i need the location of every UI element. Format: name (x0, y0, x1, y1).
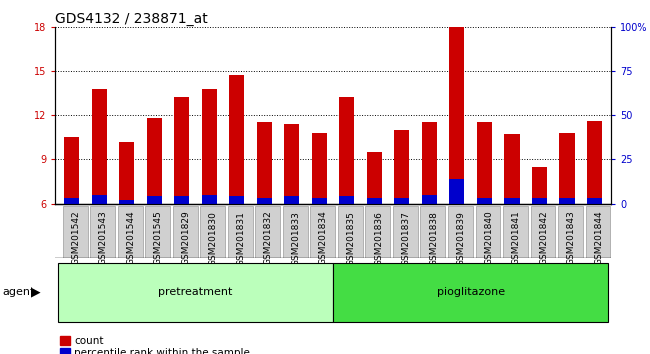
FancyBboxPatch shape (255, 206, 280, 258)
Bar (147, 118, 162, 204)
Bar (174, 97, 189, 204)
Bar (449, 27, 465, 204)
Bar (284, 196, 300, 204)
FancyBboxPatch shape (146, 206, 170, 258)
Text: GSM201830: GSM201830 (209, 211, 218, 266)
Bar (449, 179, 465, 204)
Text: GSM201829: GSM201829 (181, 211, 190, 266)
Bar (477, 122, 492, 204)
Bar (257, 198, 272, 204)
Text: GSM201831: GSM201831 (237, 211, 246, 266)
Text: GSM201834: GSM201834 (319, 211, 328, 266)
FancyBboxPatch shape (530, 206, 555, 258)
Bar (560, 133, 575, 204)
Bar (174, 196, 189, 204)
Text: GSM201842: GSM201842 (539, 211, 548, 265)
Bar (339, 97, 354, 204)
Bar (92, 195, 107, 204)
FancyBboxPatch shape (63, 206, 88, 258)
Bar (504, 134, 519, 204)
Text: GSM201839: GSM201839 (456, 211, 465, 266)
Text: GSM201545: GSM201545 (154, 211, 163, 266)
FancyBboxPatch shape (333, 263, 608, 322)
Bar (532, 167, 547, 204)
FancyBboxPatch shape (476, 206, 501, 258)
Bar (587, 198, 602, 204)
FancyBboxPatch shape (586, 206, 610, 258)
Bar (367, 152, 382, 204)
Text: GSM201841: GSM201841 (512, 211, 521, 266)
Bar (422, 195, 437, 204)
FancyBboxPatch shape (558, 206, 583, 258)
FancyBboxPatch shape (393, 206, 418, 258)
Text: GDS4132 / 238871_at: GDS4132 / 238871_at (55, 12, 208, 25)
Text: GSM201542: GSM201542 (72, 211, 81, 265)
Bar (92, 88, 107, 204)
FancyBboxPatch shape (283, 206, 307, 258)
Bar (202, 195, 217, 204)
Bar (587, 121, 602, 204)
FancyBboxPatch shape (421, 206, 445, 258)
Bar (367, 198, 382, 204)
Text: GSM201832: GSM201832 (264, 211, 273, 266)
Bar (284, 124, 300, 204)
Bar (64, 198, 79, 204)
FancyBboxPatch shape (338, 206, 363, 258)
Text: pioglitazone: pioglitazone (437, 287, 505, 297)
FancyBboxPatch shape (118, 206, 142, 258)
Text: GSM201844: GSM201844 (594, 211, 603, 265)
Bar (202, 88, 217, 204)
FancyBboxPatch shape (200, 206, 225, 258)
Bar (504, 198, 519, 204)
FancyBboxPatch shape (311, 206, 335, 258)
Text: ▶: ▶ (31, 286, 41, 298)
Bar (229, 196, 244, 204)
FancyBboxPatch shape (58, 263, 333, 322)
Bar (395, 198, 410, 204)
FancyBboxPatch shape (228, 206, 253, 258)
Text: GSM201840: GSM201840 (484, 211, 493, 266)
Bar (477, 198, 492, 204)
FancyBboxPatch shape (365, 206, 390, 258)
Bar (339, 196, 354, 204)
Bar (395, 130, 410, 204)
Text: GSM201838: GSM201838 (429, 211, 438, 266)
Text: GSM201544: GSM201544 (126, 211, 135, 265)
Text: GSM201843: GSM201843 (567, 211, 576, 266)
Bar (229, 75, 244, 204)
Bar (532, 198, 547, 204)
Bar (257, 122, 272, 204)
FancyBboxPatch shape (173, 206, 198, 258)
Legend: count, percentile rank within the sample: count, percentile rank within the sample (60, 336, 250, 354)
Bar (119, 142, 135, 204)
Bar (312, 133, 327, 204)
FancyBboxPatch shape (448, 206, 473, 258)
FancyBboxPatch shape (90, 206, 115, 258)
Bar (560, 198, 575, 204)
Text: GSM201833: GSM201833 (291, 211, 300, 266)
Text: GSM201836: GSM201836 (374, 211, 383, 266)
Bar (147, 196, 162, 204)
Text: GSM201837: GSM201837 (402, 211, 411, 266)
Bar (64, 137, 79, 204)
Bar (119, 200, 135, 204)
Bar (312, 198, 327, 204)
Text: agent: agent (2, 287, 34, 297)
Bar (422, 122, 437, 204)
FancyBboxPatch shape (503, 206, 528, 258)
Text: GSM201835: GSM201835 (346, 211, 356, 266)
Text: pretreatment: pretreatment (159, 287, 233, 297)
Text: GSM201543: GSM201543 (99, 211, 108, 266)
